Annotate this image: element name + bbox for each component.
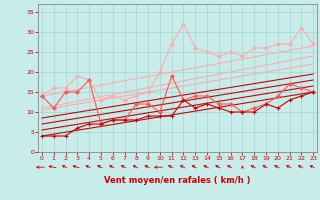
X-axis label: Vent moyen/en rafales ( km/h ): Vent moyen/en rafales ( km/h )	[104, 176, 251, 185]
